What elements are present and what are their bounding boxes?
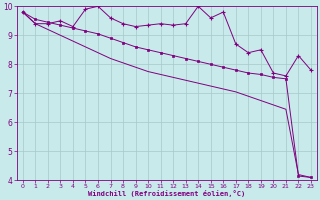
X-axis label: Windchill (Refroidissement éolien,°C): Windchill (Refroidissement éolien,°C) [88,190,245,197]
